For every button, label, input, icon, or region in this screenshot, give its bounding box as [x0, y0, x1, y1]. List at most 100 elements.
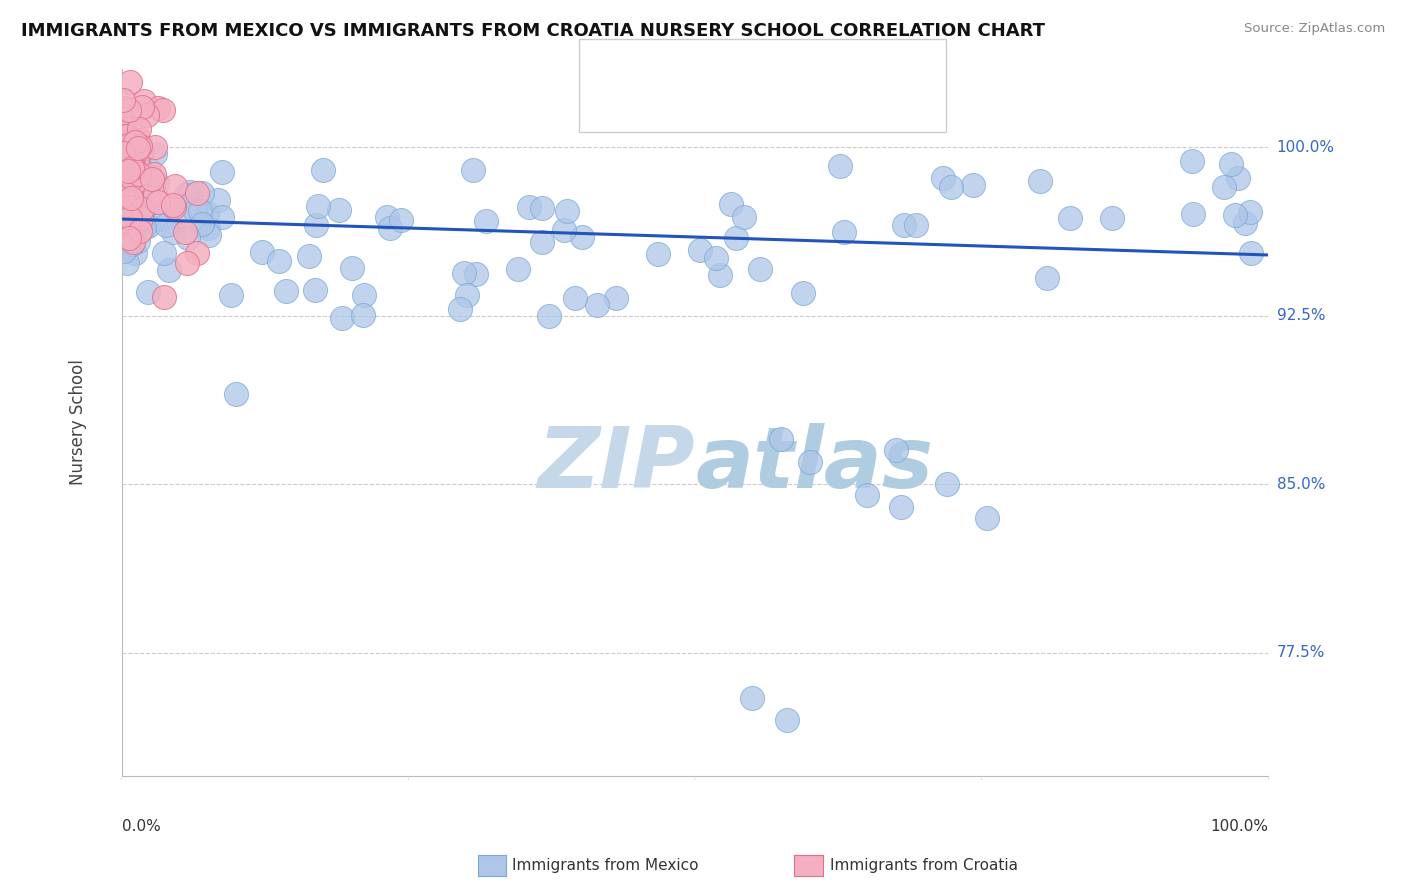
- Point: [157, 263, 180, 277]
- Point: [152, 103, 174, 117]
- Point: [704, 251, 727, 265]
- Text: 100.0%: 100.0%: [1211, 819, 1268, 834]
- Point: [197, 220, 219, 235]
- Text: Nursery School: Nursery School: [69, 359, 87, 485]
- Point: [142, 179, 165, 194]
- Point: [120, 171, 142, 186]
- Point: [884, 443, 907, 458]
- Point: [117, 161, 139, 176]
- Point: [115, 128, 138, 143]
- Point: [138, 285, 160, 299]
- Point: [153, 290, 176, 304]
- Point: [267, 253, 290, 268]
- Point: [225, 387, 247, 401]
- Point: [274, 284, 297, 298]
- Point: [121, 193, 143, 207]
- Point: [163, 200, 186, 214]
- Point: [115, 256, 138, 270]
- Point: [146, 176, 169, 190]
- Point: [828, 159, 851, 173]
- Point: [118, 138, 141, 153]
- Point: [557, 203, 579, 218]
- Point: [112, 144, 135, 158]
- Point: [138, 169, 160, 183]
- Point: [124, 147, 146, 161]
- Point: [352, 308, 374, 322]
- Point: [112, 194, 135, 208]
- Point: [131, 163, 153, 178]
- Point: [117, 163, 139, 178]
- Point: [936, 477, 959, 491]
- Point: [143, 140, 166, 154]
- Point: [475, 214, 498, 228]
- Point: [148, 211, 170, 226]
- Point: [121, 161, 143, 175]
- Point: [131, 143, 153, 157]
- Text: 92.5%: 92.5%: [1277, 308, 1326, 323]
- Point: [191, 217, 214, 231]
- Point: [792, 286, 814, 301]
- Point: [328, 203, 350, 218]
- Point: [115, 128, 138, 143]
- Point: [174, 187, 197, 202]
- Point: [121, 170, 143, 185]
- Point: [118, 231, 141, 245]
- Point: [191, 186, 214, 201]
- Point: [305, 218, 328, 232]
- Point: [1233, 217, 1256, 231]
- Point: [353, 288, 375, 302]
- Point: [832, 225, 855, 239]
- Point: [141, 172, 163, 186]
- Point: [128, 184, 150, 198]
- Point: [449, 301, 471, 316]
- Point: [136, 196, 159, 211]
- Point: [211, 210, 233, 224]
- Point: [118, 156, 141, 170]
- Point: [115, 169, 138, 183]
- Point: [114, 161, 136, 176]
- Text: Immigrants from Mexico: Immigrants from Mexico: [512, 858, 699, 872]
- Point: [129, 213, 152, 227]
- Point: [169, 209, 191, 223]
- Text: 100.0%: 100.0%: [1277, 140, 1334, 154]
- Point: [124, 135, 146, 149]
- Point: [136, 161, 159, 175]
- Point: [127, 214, 149, 228]
- Point: [298, 249, 321, 263]
- Point: [112, 165, 135, 179]
- Point: [114, 137, 136, 152]
- Point: [530, 201, 553, 215]
- Point: [121, 212, 143, 227]
- Point: [117, 207, 139, 221]
- Point: [124, 246, 146, 260]
- Point: [162, 225, 184, 239]
- Point: [207, 193, 229, 207]
- Point: [118, 200, 141, 214]
- Point: [904, 219, 927, 233]
- Point: [129, 138, 152, 153]
- Point: [111, 146, 134, 161]
- Point: [117, 207, 139, 221]
- Point: [122, 133, 145, 147]
- Text: Source: ZipAtlas.com: Source: ZipAtlas.com: [1244, 22, 1385, 36]
- Point: [134, 219, 156, 234]
- Point: [120, 214, 142, 228]
- Point: [197, 227, 219, 242]
- Point: [307, 199, 329, 213]
- Point: [120, 154, 142, 169]
- Point: [162, 198, 184, 212]
- Point: [1213, 179, 1236, 194]
- Point: [453, 266, 475, 280]
- Point: [117, 153, 139, 168]
- Point: [111, 148, 134, 162]
- Point: [709, 268, 731, 282]
- Point: [120, 182, 142, 196]
- Point: [148, 194, 170, 209]
- Point: [120, 75, 142, 89]
- Point: [112, 208, 135, 222]
- Point: [117, 164, 139, 178]
- Point: [389, 213, 412, 227]
- Point: [605, 291, 627, 305]
- Point: [647, 246, 669, 260]
- Point: [112, 127, 135, 141]
